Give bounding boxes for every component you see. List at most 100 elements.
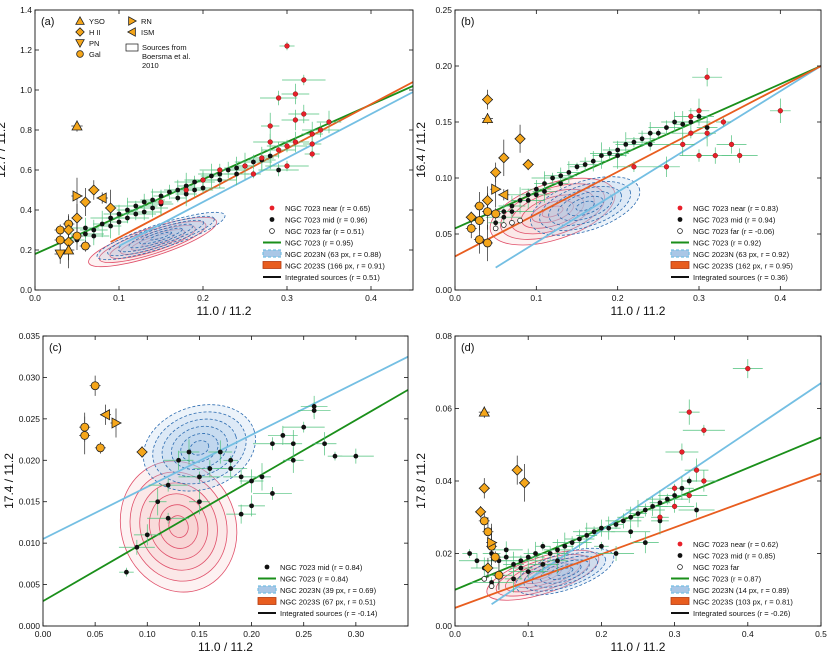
legend-entry: NGC 2023S (162 px, r = 0.95) [693,262,793,271]
source-point-triangle-left [497,189,509,201]
x-tick-label: 0.2 [612,293,624,303]
plot-area [43,355,408,602]
x-tick-label: 0.30 [348,629,365,639]
legend-symbol-far [677,228,683,234]
y-axis-label: 17.8 / 11.2 [414,453,428,509]
source-point-circle [80,431,90,440]
source-point-diamond [79,196,91,208]
source-point-circle [479,516,489,526]
point-mid [615,147,621,153]
point-mid [694,507,699,513]
blue-contour-level [548,563,582,580]
y-tick-label: 0.6 [20,165,32,175]
legend-entry: NGC 2023S (166 px, r = 0.91) [285,262,385,271]
panel-b: 0.0 0.1 0.2 0.3 0.4 0.00 0.05 0.10 0.15 0.20 0.25 1… [414,5,822,318]
point-mid [628,529,634,535]
source-point-diamond [105,202,117,214]
legend-source-label: H II [89,28,101,37]
point-near [737,153,743,159]
point-mid [680,121,686,127]
point-mid [628,514,634,520]
point-mid [613,551,619,556]
point-mid [267,153,273,159]
y-tick-label: 0.08 [435,331,452,341]
panel-label: (c) [49,342,62,354]
point-near [301,111,307,117]
source-point-diamond [481,94,494,106]
legend-source-label: PN [89,39,99,48]
source-point-circle [483,527,493,537]
y-tick-label: 0.020 [19,455,41,465]
source-point-diamond [88,184,100,196]
point-mid [141,209,147,215]
source-point-triangle-left [96,192,107,204]
point-near [680,141,686,148]
x-tick-label: 0.2 [595,629,607,639]
legend-entry: NGC 2023N (63 px, r = 0.88) [285,250,382,259]
point-mid [228,457,234,463]
y-tick-label: 0.010 [19,538,41,548]
y-tick-label: 0.04 [435,476,452,486]
point-mid [590,158,596,164]
source-point-diamond [522,158,534,171]
point-mid [550,175,555,181]
point-mid [217,449,223,455]
x-tick-label: 0.0 [449,293,461,303]
plot-area [455,65,821,269]
point-mid [175,195,181,201]
point-mid [125,215,130,221]
panel-label: (d) [461,342,474,354]
y-tick-label: 0.035 [19,331,41,341]
y-tick-label: 0.2 [20,245,32,255]
point-mid [599,153,604,159]
panel-d: 0.0 0.1 0.2 0.3 0.4 0.5 0.00 0.02 0.04 0.06 0.08 11… [414,331,827,654]
point-mid [542,181,547,187]
point-mid [209,173,214,179]
point-mid [91,227,97,233]
legend-boersma-box [125,43,139,52]
blue-fit-line [118,91,413,247]
legend-symbol-near [269,205,275,211]
point-mid [228,466,234,471]
point-mid [518,565,524,571]
legend-symbol-blue-box [670,585,690,594]
y-tick-label: 1.4 [20,5,32,15]
legend-entry: Integrated sources (r = 0.36) [693,273,788,282]
point-mid [503,554,509,560]
legend-source-triangle-down [75,39,85,49]
point-mid [642,540,648,546]
point-mid [657,518,663,524]
blue-contour-level [161,418,238,478]
legend-boersma-label: Sources from [142,43,187,52]
point-mid [259,474,265,480]
point-near [318,127,324,133]
source-point-circle [55,225,65,235]
x-tick-label: 0.1 [530,293,542,303]
panel-a: 0.0 0.1 0.2 0.3 0.4 0.0 0.2 0.4 0.6 0.8 1.0 1.2 1.4 1… [0,5,414,318]
y-tick-label: 0.15 [435,117,452,127]
plot-area [455,359,821,609]
point-mid [566,170,572,175]
point-mid [533,186,539,192]
point-near [657,514,663,520]
legend-symbol-mid [677,553,683,558]
legend-entry: NGC 7023 (r = 0.92) [693,239,762,248]
legend-symbol-mid [269,217,275,222]
legend-entry: NGC 7023 mid (r = 0.84) [280,563,363,572]
source-point-diamond [465,211,477,223]
point-mid [574,164,580,170]
legend-symbol-near [677,205,683,211]
point-mid [116,219,122,225]
blue-contour-level [531,555,598,588]
point-mid [155,499,161,505]
point-mid [225,167,231,173]
point-mid [647,130,653,136]
legend-entry: NGC 2023S (103 px, r = 0.81) [693,598,793,607]
source-point-triangle-right [491,183,502,195]
point-mid [322,441,327,447]
point-far [501,222,507,228]
x-tick-label: 0.1 [522,629,534,639]
point-near [671,485,678,491]
point-near [276,147,282,153]
x-tick-label: 0.0 [449,629,461,639]
